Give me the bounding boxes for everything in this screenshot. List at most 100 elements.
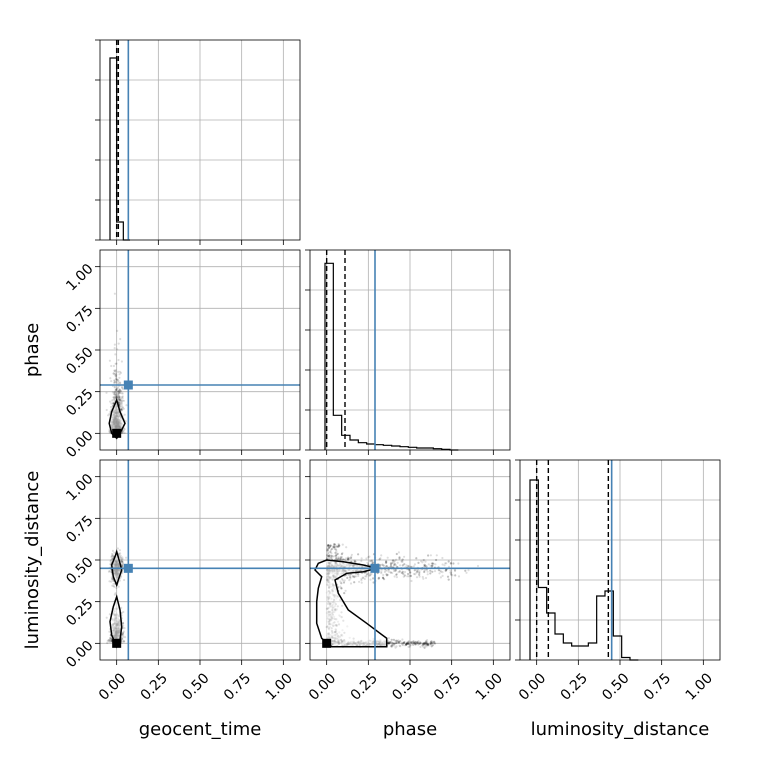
sample-point: [416, 570, 419, 573]
sample-point: [388, 642, 391, 645]
sample-point: [343, 579, 346, 582]
sample-point: [390, 563, 393, 566]
sample-point: [418, 570, 421, 573]
sample-point: [449, 569, 452, 572]
sample-point: [117, 390, 120, 393]
sample-point: [387, 642, 390, 645]
sample-point: [366, 561, 369, 564]
sample-point: [408, 569, 411, 572]
sample-point: [419, 645, 422, 649]
sample-point: [450, 573, 453, 576]
sample-point: [115, 387, 118, 390]
sample-point: [350, 556, 353, 560]
sample-point: [389, 565, 392, 569]
sample-point: [114, 370, 117, 373]
sample-point: [370, 559, 373, 562]
sample-point: [426, 639, 429, 642]
sample-point: [412, 640, 415, 643]
sample-point: [389, 564, 393, 567]
sample-point: [391, 642, 394, 645]
sample-point: [117, 342, 120, 345]
sample-point: [413, 642, 416, 645]
sample-point: [388, 642, 391, 645]
sample-point: [112, 398, 115, 401]
sample-point: [370, 572, 373, 576]
sample-point: [108, 430, 111, 433]
density-peak-marker: [322, 638, 332, 648]
sample-point: [113, 391, 116, 394]
sample-point: [351, 575, 354, 578]
sample-point: [382, 576, 385, 580]
sample-point: [329, 544, 332, 548]
sample-point: [335, 545, 338, 548]
sample-point: [122, 562, 125, 565]
sample-point: [122, 634, 125, 637]
sample-point: [327, 545, 330, 548]
sample-point: [330, 556, 333, 560]
sample-point: [400, 560, 403, 563]
sample-point: [369, 559, 372, 563]
sample-point: [421, 644, 424, 647]
sample-point: [120, 396, 124, 399]
sample-point: [394, 569, 397, 572]
sample-point: [363, 577, 366, 581]
sample-point: [399, 640, 402, 643]
sample-point: [454, 574, 457, 577]
sample-point: [447, 578, 450, 581]
sample-point: [110, 580, 113, 583]
sample-point: [402, 641, 405, 644]
sample-point: [395, 552, 398, 556]
sample-point: [118, 403, 121, 406]
sample-point: [333, 545, 336, 549]
sample-point: [118, 399, 121, 402]
sample-point: [116, 348, 119, 351]
sample-point: [326, 547, 329, 550]
sample-point: [446, 575, 450, 578]
sample-point: [119, 407, 123, 411]
sample-point: [421, 644, 424, 647]
sample-point: [405, 642, 408, 645]
sample-point: [423, 565, 426, 568]
sample-point: [437, 569, 440, 572]
sample-point: [114, 374, 117, 377]
sample-point: [409, 571, 412, 574]
sample-point: [327, 545, 330, 548]
sample-point: [117, 390, 120, 393]
sample-point: [429, 642, 432, 645]
truth-marker: [370, 563, 380, 573]
sample-point: [425, 643, 428, 646]
sample-point: [113, 379, 116, 383]
sample-point: [117, 396, 120, 399]
sample-point: [111, 558, 114, 561]
sample-point: [335, 550, 338, 553]
sample-point: [425, 640, 428, 643]
sample-point: [412, 641, 415, 644]
sample-point: [114, 362, 117, 365]
sample-point: [367, 556, 370, 559]
sample-point: [387, 637, 390, 640]
sample-point: [422, 559, 425, 562]
sample-point: [390, 641, 393, 644]
sample-point: [332, 546, 335, 549]
sample-point: [385, 574, 389, 577]
sample-point: [336, 545, 339, 548]
sample-point: [357, 573, 360, 576]
sample-point: [429, 569, 432, 572]
sample-point: [328, 554, 331, 557]
sample-point: [398, 570, 401, 573]
sample-point: [118, 395, 121, 398]
sample-point: [423, 641, 426, 644]
sample-point: [413, 641, 416, 644]
sample-point: [337, 542, 340, 546]
sample-point: [122, 429, 125, 432]
sample-point: [115, 395, 118, 399]
sample-point: [369, 572, 372, 575]
sample-point: [347, 556, 350, 559]
sample-point: [112, 364, 115, 368]
sample-point: [368, 560, 372, 563]
sample-point: [413, 563, 416, 566]
sample-point: [371, 562, 374, 565]
sample-point: [113, 369, 116, 372]
sample-point: [349, 577, 352, 580]
sample-point: [422, 642, 425, 645]
